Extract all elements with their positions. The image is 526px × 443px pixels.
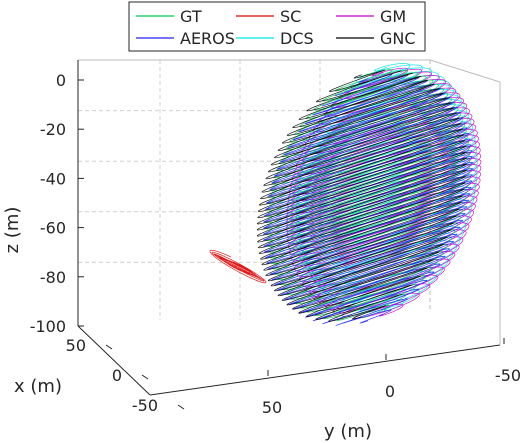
- y-tick-label: -50: [495, 366, 521, 385]
- y-axis-line: [149, 344, 501, 396]
- x-tick-mark: [141, 374, 149, 380]
- x-axis-label: x (m): [14, 376, 62, 397]
- legend: GT SC GM AEROS DCS GNC: [128, 1, 426, 52]
- z-tick-label: -60: [40, 219, 66, 238]
- trajectories: [209, 63, 482, 326]
- series-line-sc: [209, 249, 267, 284]
- z-tick-label: -100: [30, 317, 66, 336]
- z-tick-label: -40: [40, 169, 66, 188]
- y-tick-label: 0: [385, 382, 395, 401]
- z-tick-label: -80: [40, 268, 66, 287]
- z-tick-label: 0: [56, 71, 66, 90]
- axes-box-front: [77, 60, 501, 396]
- z-tick-label: -20: [40, 120, 66, 139]
- y-axis-label: y (m): [324, 421, 372, 442]
- box-edge-back-top-right: [429, 59, 501, 83]
- legend-label-sc: SC: [280, 7, 301, 26]
- x-tick-label: 0: [112, 366, 122, 385]
- x-tick-label: -50: [132, 396, 158, 415]
- x-axis-line: [77, 325, 151, 396]
- x-tick-label: 50: [66, 336, 86, 355]
- legend-label-gm: GM: [380, 7, 406, 26]
- z-axis-label: z (m): [2, 207, 23, 254]
- series-line-aeros: [262, 73, 474, 326]
- legend-label-gnc: GNC: [380, 29, 416, 48]
- x-tick-mark: [177, 404, 185, 410]
- series-line-dcs: [295, 63, 478, 313]
- series-line-gnc: [256, 69, 468, 322]
- legend-label-aeros: AEROS: [180, 29, 235, 48]
- series-line-gt: [265, 69, 471, 321]
- x-tick-mark: [105, 344, 113, 350]
- legend-label-gt: GT: [180, 7, 202, 26]
- legend-label-dcs: DCS: [280, 29, 314, 48]
- legend-box: [128, 1, 426, 52]
- y-tick-label: 50: [262, 398, 282, 417]
